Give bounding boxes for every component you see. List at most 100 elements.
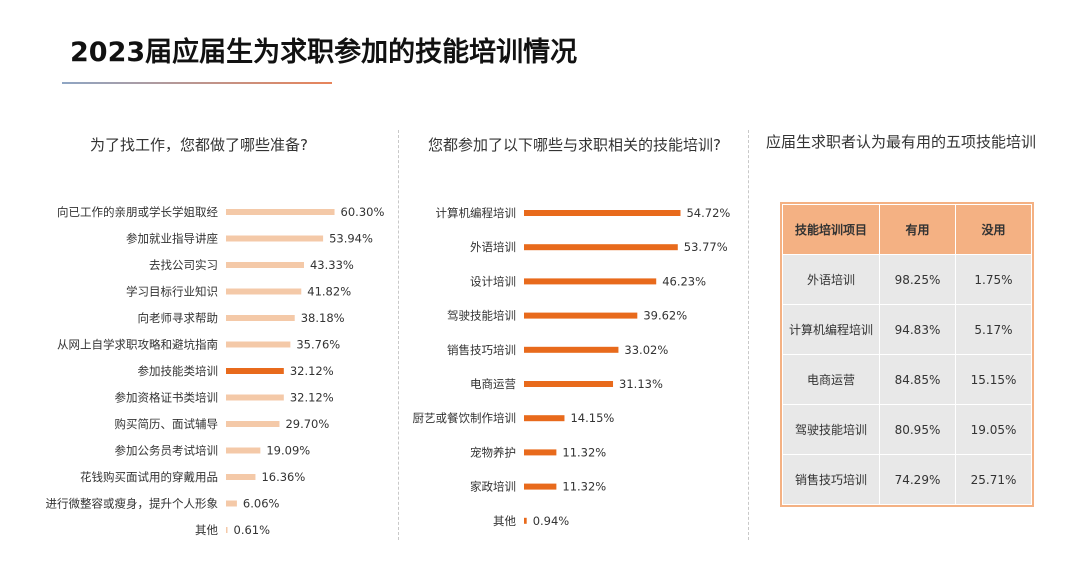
category-label: 参加技能类培训 bbox=[138, 364, 219, 378]
table-cell-skill: 电商运营 bbox=[782, 354, 880, 405]
table-row: 计算机编程培训 94.83% 5.17% bbox=[782, 304, 1033, 355]
table-cell-useless: 1.75% bbox=[954, 254, 1033, 305]
table-row: 销售技巧培训 74.29% 25.71% bbox=[782, 454, 1033, 505]
data-label: 33.02% bbox=[624, 343, 668, 357]
data-label: 0.61% bbox=[234, 523, 271, 537]
chart2-title: 您都参加了以下哪些与求职相关的技能培训? bbox=[428, 136, 721, 154]
bar bbox=[226, 421, 280, 427]
table-title: 应届生求职者认为最有用的五项技能培训 bbox=[766, 133, 1037, 151]
table-cell-skill: 计算机编程培训 bbox=[782, 304, 880, 355]
data-label: 43.33% bbox=[310, 258, 354, 272]
table-cell-useless: 25.71% bbox=[954, 454, 1033, 505]
bar bbox=[524, 381, 614, 387]
table-cell-useful: 84.85% bbox=[878, 354, 956, 405]
bar bbox=[226, 527, 228, 533]
category-label: 驾驶技能培训 bbox=[447, 309, 516, 323]
category-label: 参加就业指导讲座 bbox=[126, 232, 218, 246]
table-cell-skill: 销售技巧培训 bbox=[782, 454, 880, 505]
data-label: 11.32% bbox=[562, 480, 606, 494]
panel-divider-1 bbox=[398, 130, 399, 540]
table-row: 电商运营 84.85% 15.15% bbox=[782, 354, 1033, 405]
data-label: 60.30% bbox=[341, 205, 385, 219]
table-header-skill: 技能培训项目 bbox=[782, 204, 880, 255]
bar bbox=[226, 209, 335, 215]
bar bbox=[524, 312, 638, 319]
category-label: 向老师寻求帮助 bbox=[138, 311, 219, 325]
bar bbox=[226, 394, 284, 401]
category-label: 电商运营 bbox=[470, 377, 516, 391]
bar bbox=[226, 368, 284, 374]
category-label: 购买简历、面试辅导 bbox=[115, 417, 219, 431]
category-label: 计算机编程培训 bbox=[436, 206, 517, 220]
bar bbox=[226, 262, 304, 268]
data-label: 54.72% bbox=[686, 206, 730, 220]
table-cell-useful: 80.95% bbox=[878, 404, 956, 455]
bar bbox=[524, 483, 557, 490]
table-cell-skill: 驾驶技能培训 bbox=[782, 404, 880, 455]
category-label: 去找公司实习 bbox=[149, 258, 218, 272]
panel-divider-2 bbox=[748, 130, 749, 540]
table-cell-useless: 5.17% bbox=[954, 304, 1033, 355]
data-label: 39.62% bbox=[643, 309, 687, 323]
table-header-useful: 有用 bbox=[878, 204, 956, 255]
data-label: 46.23% bbox=[662, 274, 706, 288]
chart-preparation-bars: 向已工作的亲朋或学长学姐取经 60.30% 参加就业指导讲座 53.94% 去找公司实习… bbox=[46, 205, 385, 537]
table-header-useless: 没用 bbox=[954, 204, 1033, 255]
category-label: 进行微整容或瘦身，提升个人形象 bbox=[46, 497, 219, 511]
category-label: 厨艺或餐饮制作培训 bbox=[413, 411, 517, 425]
category-label: 销售技巧培训 bbox=[447, 343, 516, 357]
data-label: 35.76% bbox=[296, 338, 340, 352]
data-label: 11.32% bbox=[562, 445, 606, 459]
bar bbox=[226, 500, 237, 507]
category-label: 设计培训 bbox=[470, 274, 516, 288]
data-label: 0.94% bbox=[533, 514, 570, 528]
title-underline bbox=[62, 82, 332, 84]
bar bbox=[524, 210, 681, 216]
data-label: 31.13% bbox=[619, 377, 663, 391]
table-cell-useful: 74.29% bbox=[878, 454, 956, 505]
category-label: 参加资格证书类培训 bbox=[115, 391, 219, 405]
table-cell-useful: 94.83% bbox=[878, 304, 956, 355]
data-label: 14.15% bbox=[570, 411, 614, 425]
data-label: 16.36% bbox=[261, 470, 305, 484]
table-cell-useless: 19.05% bbox=[954, 404, 1033, 455]
bar bbox=[226, 288, 302, 295]
bar bbox=[226, 341, 291, 348]
category-label: 家政培训 bbox=[470, 480, 516, 494]
category-label: 学习目标行业知识 bbox=[126, 285, 218, 299]
category-label: 其他 bbox=[195, 523, 218, 537]
bar bbox=[524, 449, 557, 456]
category-label: 外语培训 bbox=[470, 240, 516, 254]
table-header-row: 技能培训项目 有用 没用 bbox=[782, 204, 1033, 255]
bar bbox=[524, 415, 565, 422]
data-label: 53.77% bbox=[684, 240, 728, 254]
data-label: 6.06% bbox=[243, 497, 280, 511]
data-label: 29.70% bbox=[285, 417, 329, 431]
data-label: 32.12% bbox=[290, 391, 334, 405]
bar bbox=[226, 474, 256, 480]
table-row: 驾驶技能培训 80.95% 19.05% bbox=[782, 404, 1033, 455]
table-cell-useful: 98.25% bbox=[878, 254, 956, 305]
bar bbox=[524, 346, 619, 353]
data-label: 41.82% bbox=[307, 285, 351, 299]
table-cell-useless: 15.15% bbox=[954, 354, 1033, 405]
bar bbox=[524, 244, 678, 251]
useful-skills-table: 技能培训项目 有用 没用 外语培训 98.25% 1.75% 计算机编程培训 9… bbox=[780, 202, 1034, 507]
category-label: 宠物养护 bbox=[470, 445, 516, 459]
data-label: 38.18% bbox=[301, 311, 345, 325]
chart-training-bars: 计算机编程培训 54.72% 外语培训 53.77% 设计培训 46.23% 驾驶技能培训 3… bbox=[413, 206, 731, 528]
page-title: 2023届应届生为求职参加的技能培训情况 bbox=[70, 37, 578, 68]
table-cell-skill: 外语培训 bbox=[782, 254, 880, 305]
bar bbox=[524, 517, 527, 524]
bar bbox=[226, 235, 324, 242]
category-label: 其他 bbox=[493, 514, 516, 528]
category-label: 花钱购买面试用的穿戴用品 bbox=[80, 470, 218, 484]
chart1-title: 为了找工作，您都做了哪些准备? bbox=[90, 136, 308, 154]
data-label: 32.12% bbox=[290, 364, 334, 378]
data-label: 19.09% bbox=[266, 444, 310, 458]
bar bbox=[226, 315, 295, 321]
category-label: 参加公务员考试培训 bbox=[115, 444, 219, 458]
bar bbox=[524, 278, 657, 285]
bar bbox=[226, 447, 261, 454]
table-row: 外语培训 98.25% 1.75% bbox=[782, 254, 1033, 305]
